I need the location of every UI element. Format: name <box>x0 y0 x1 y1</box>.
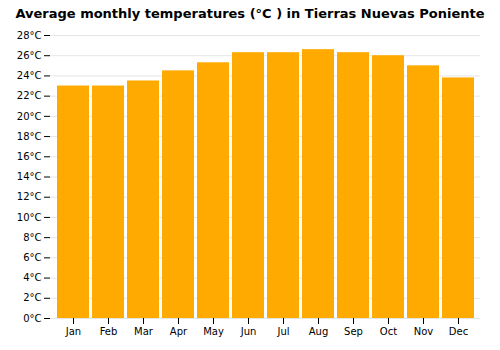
svg-text:8°C: 8°C <box>23 232 41 243</box>
svg-text:0°C: 0°C <box>23 313 41 324</box>
svg-text:10°C: 10°C <box>17 212 42 223</box>
svg-text:12°C: 12°C <box>17 191 42 202</box>
svg-text:Oct: Oct <box>380 326 397 337</box>
svg-text:24°C: 24°C <box>17 70 42 81</box>
svg-text:26°C: 26°C <box>17 50 42 61</box>
svg-text:16°C: 16°C <box>17 151 42 162</box>
svg-text:Jan: Jan <box>65 326 81 337</box>
svg-text:Aug: Aug <box>309 326 329 337</box>
svg-text:28°C: 28°C <box>17 30 42 41</box>
svg-text:6°C: 6°C <box>23 252 41 263</box>
svg-text:May: May <box>203 326 224 337</box>
svg-text:Jun: Jun <box>240 326 257 337</box>
svg-text:2°C: 2°C <box>23 292 41 303</box>
svg-text:Dec: Dec <box>449 326 468 337</box>
svg-text:Apr: Apr <box>170 326 188 337</box>
svg-text:Jul: Jul <box>276 326 289 337</box>
svg-text:Sep: Sep <box>344 326 363 337</box>
svg-text:20°C: 20°C <box>17 111 42 122</box>
svg-text:Feb: Feb <box>100 326 118 337</box>
svg-text:Mar: Mar <box>134 326 154 337</box>
svg-text:14°C: 14°C <box>17 171 42 182</box>
svg-text:22°C: 22°C <box>17 90 42 101</box>
svg-text:Nov: Nov <box>414 326 434 337</box>
svg-text:18°C: 18°C <box>17 131 42 142</box>
html-text:Average monthly temperatures (: Average monthly temperatures (°C ) in Ti… <box>15 6 485 21</box>
svg-text:4°C: 4°C <box>23 272 41 283</box>
